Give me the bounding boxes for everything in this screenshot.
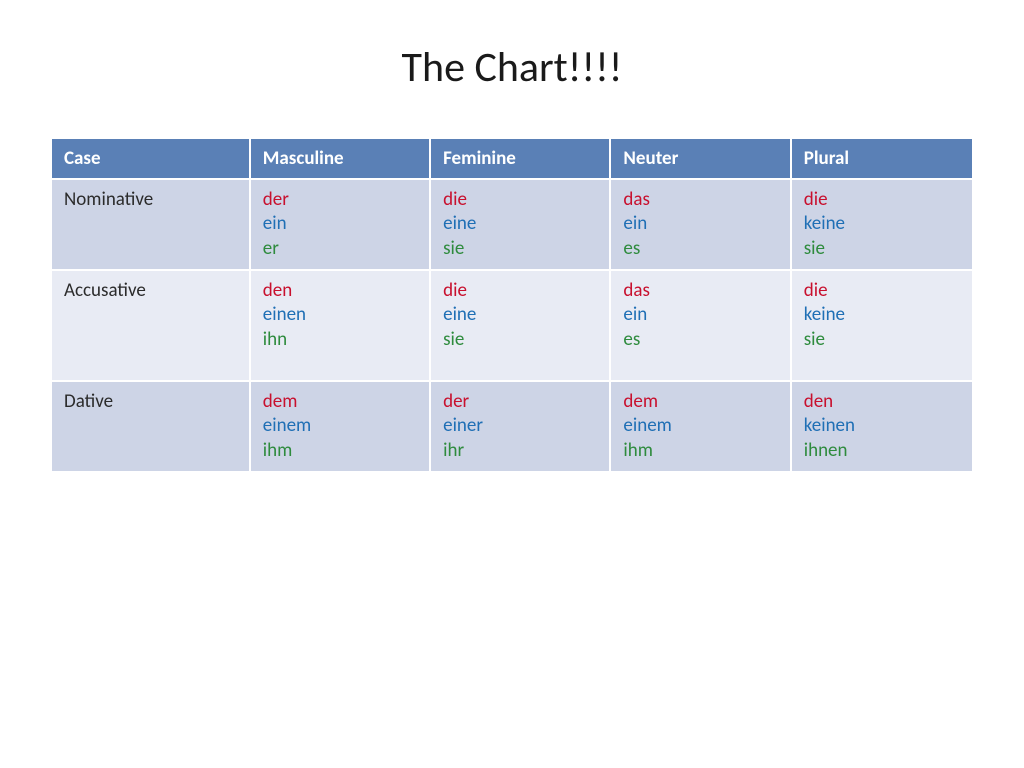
cell-word: eine	[443, 303, 597, 327]
row-label: Nominative	[52, 179, 250, 270]
table-row: Dativedemeinemihmdereinerihrdemeinemihmd…	[52, 381, 972, 471]
table-cell: diekeinesie	[791, 179, 972, 270]
cell-word: ein	[623, 303, 777, 327]
cell-word: dem	[623, 390, 777, 414]
cell-word: die	[443, 279, 597, 303]
cell-word: einem	[263, 414, 417, 438]
cell-word: er	[263, 237, 417, 261]
table-cell: denkeinenihnen	[791, 381, 972, 471]
cell-word: eine	[443, 212, 597, 236]
cell-word: ihn	[263, 328, 417, 352]
cell-word: ihnen	[804, 439, 960, 463]
table-cell: dereinerihr	[430, 381, 610, 471]
cell-word: es	[623, 328, 777, 352]
table-cell: daseines	[610, 179, 790, 270]
cell-word: dem	[263, 390, 417, 414]
table-cell: daseines	[610, 270, 790, 381]
cell-word: den	[804, 390, 960, 414]
cell-word: der	[443, 390, 597, 414]
cell-word: die	[804, 279, 960, 303]
cell-word: die	[804, 188, 960, 212]
cell-word: sie	[804, 328, 960, 352]
slide-title: The Chart!!!!	[52, 42, 972, 93]
table-cell: dieeinesie	[430, 179, 610, 270]
column-header: Plural	[791, 139, 972, 179]
declension-table: CaseMasculineFeminineNeuterPluralNominat…	[52, 139, 972, 471]
cell-word: ihr	[443, 439, 597, 463]
cell-word: den	[263, 279, 417, 303]
table-cell: dereiner	[250, 179, 430, 270]
cell-word: keine	[804, 212, 960, 236]
table-cell: demeinemihm	[250, 381, 430, 471]
cell-word: keine	[804, 303, 960, 327]
cell-word: einem	[623, 414, 777, 438]
column-header: Feminine	[430, 139, 610, 179]
cell-word: ihm	[623, 439, 777, 463]
cell-word: die	[443, 188, 597, 212]
cell-word: ein	[623, 212, 777, 236]
cell-word: einer	[443, 414, 597, 438]
cell-word: das	[623, 279, 777, 303]
table-cell: demeinemihm	[610, 381, 790, 471]
cell-word: keinen	[804, 414, 960, 438]
table-cell: dieeinesie	[430, 270, 610, 381]
table-cell: diekeinesie	[791, 270, 972, 381]
cell-word: einen	[263, 303, 417, 327]
cell-word: das	[623, 188, 777, 212]
cell-word: sie	[804, 237, 960, 261]
column-header: Neuter	[610, 139, 790, 179]
table-row: Accusativedeneinenihndieeinesiedaseinesd…	[52, 270, 972, 381]
column-header: Case	[52, 139, 250, 179]
cell-word: der	[263, 188, 417, 212]
slide: The Chart!!!! CaseMasculineFeminineNeute…	[0, 0, 1024, 768]
cell-word: sie	[443, 237, 597, 261]
cell-word: ein	[263, 212, 417, 236]
cell-word: es	[623, 237, 777, 261]
table-header-row: CaseMasculineFeminineNeuterPlural	[52, 139, 972, 179]
table-row: Nominativedereinerdieeinesiedaseinesdiek…	[52, 179, 972, 270]
cell-word: ihm	[263, 439, 417, 463]
column-header: Masculine	[250, 139, 430, 179]
table-cell: deneinenihn	[250, 270, 430, 381]
row-label: Accusative	[52, 270, 250, 381]
cell-word: sie	[443, 328, 597, 352]
row-label: Dative	[52, 381, 250, 471]
